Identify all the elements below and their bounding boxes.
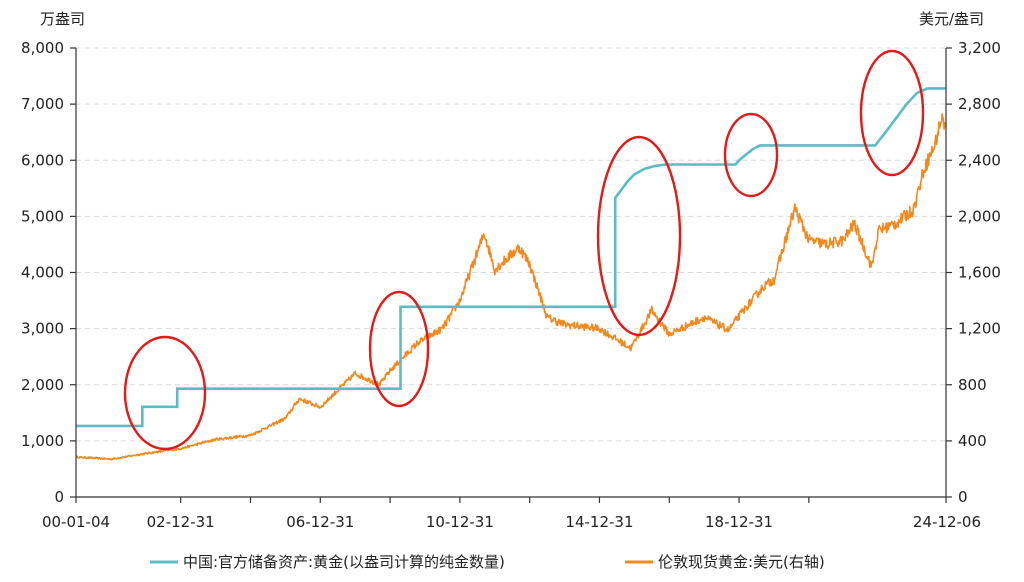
left-tick-label: 6,000 [21,151,64,169]
legend-label-gold-price: 伦敦现货黄金:美元(右轴) [658,553,825,571]
highlight-ellipse [596,135,682,337]
left-axis-ticks: 0 1,000 2,000 3,000 4,000 5,000 6,000 7,000 8,00… [21,39,76,506]
right-tick-label: 0 [958,488,968,506]
right-tick-label: 3,200 [958,39,1001,57]
x-tick-label: 00-01-04 [42,513,110,531]
right-tick-label: 400 [958,432,987,450]
x-tick-label: 02-12-31 [147,513,215,531]
right-tick-label: 1,600 [958,264,1001,282]
gridlines [76,47,946,442]
right-tick-label: 800 [958,376,987,394]
left-axis-unit: 万盎司 [40,10,85,28]
right-axis-unit: 美元/盎司 [919,10,984,28]
x-tick-label: 24-12-06 [913,513,981,531]
right-tick-label: 1,200 [958,320,1001,338]
left-tick-label: 0 [54,488,64,506]
series-line-gold-price [75,113,947,461]
right-tick-label: 2,000 [958,207,1001,225]
left-tick-label: 3,000 [21,320,64,338]
right-tick-label: 2,800 [958,95,1001,113]
highlight-ellipse [859,49,925,177]
legend: 中国:官方储备资产:黄金(以盎司计算的纯金数量) 伦敦现货黄金:美元(右轴) [150,553,825,571]
left-tick-label: 8,000 [21,39,64,57]
right-axis-ticks: 0 400 800 1,200 1,600 2,000 2,400 2,800 3,200 [946,39,1001,506]
left-tick-label: 4,000 [21,264,64,282]
annotation-layer [123,49,925,451]
left-tick-label: 2,000 [21,376,64,394]
x-axis-ticks: 00-01-04 02-12-31 06-12-31 10-12-31 14-12-31… [42,497,981,531]
highlight-ellipse [368,290,430,408]
highlight-ellipse [123,335,207,451]
x-tick-label: 10-12-31 [426,513,494,531]
legend-label-reserves: 中国:官方储备资产:黄金(以盎司计算的纯金数量) [183,553,505,571]
right-tick-label: 2,400 [958,151,1001,169]
left-tick-label: 7,000 [21,95,64,113]
series-line-gold-reserves [76,87,946,428]
left-tick-label: 1,000 [21,432,64,450]
x-tick-label: 06-12-31 [286,513,354,531]
x-tick-label: 14-12-31 [565,513,633,531]
series-layer [75,87,947,461]
highlight-ellipse [723,112,779,198]
x-tick-label: 18-12-31 [705,513,773,531]
left-tick-label: 5,000 [21,207,64,225]
